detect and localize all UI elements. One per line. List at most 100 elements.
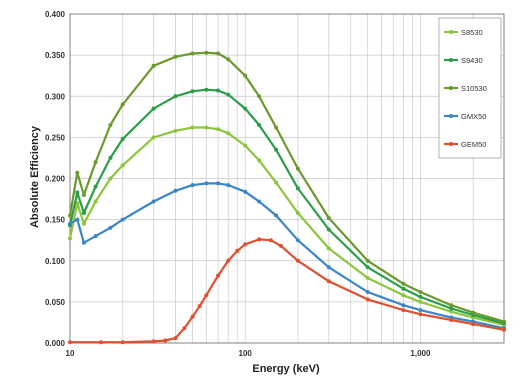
data-point: [226, 131, 231, 136]
data-point: [449, 306, 454, 311]
legend-marker: [449, 114, 453, 118]
legend-label: S9430: [461, 56, 483, 65]
series-s9430: [68, 87, 506, 326]
data-point: [326, 227, 331, 232]
series-gem50: [68, 237, 506, 345]
data-point: [365, 297, 370, 302]
legend-item: S8530: [444, 28, 483, 37]
data-point: [81, 193, 86, 197]
y-tick-label: 0.150: [45, 216, 66, 225]
legend-label: S8530: [461, 28, 483, 37]
y-tick-label: 0.200: [45, 175, 66, 184]
series-s10530: [68, 50, 506, 324]
series-s8530: [68, 125, 506, 327]
data-point: [68, 340, 72, 345]
data-point: [216, 88, 221, 93]
y-tick-label: 0.400: [45, 10, 66, 19]
data-point: [401, 308, 406, 313]
data-point: [216, 273, 221, 278]
data-point: [163, 338, 168, 343]
y-tick-label: 0.050: [45, 298, 66, 307]
data-point: [365, 258, 370, 263]
data-point: [190, 125, 195, 130]
data-point: [274, 213, 279, 218]
data-point: [204, 87, 209, 92]
y-tick-label: 0.350: [45, 51, 66, 60]
data-point: [257, 158, 262, 163]
data-point: [226, 57, 231, 62]
data-point: [204, 50, 209, 55]
data-point: [93, 184, 98, 189]
legend-item: GMX50: [444, 112, 486, 121]
legend-box: [438, 17, 502, 159]
data-point: [243, 106, 248, 111]
data-point: [243, 73, 248, 78]
data-point: [68, 221, 72, 226]
data-point: [226, 183, 231, 188]
data-point: [93, 234, 98, 239]
data-point: [401, 286, 406, 291]
data-point: [279, 243, 283, 248]
data-point: [418, 294, 423, 299]
data-point: [502, 327, 506, 332]
data-point: [93, 160, 98, 165]
data-point: [257, 237, 262, 242]
legend: S8530 S9430 S10530 GMX50 GEM50: [438, 17, 502, 159]
data-point: [295, 166, 300, 171]
data-point: [326, 265, 331, 270]
data-point: [108, 225, 113, 230]
data-point: [226, 258, 231, 263]
data-point: [449, 309, 454, 314]
data-point: [365, 265, 370, 270]
y-tick-label: 0.000: [45, 339, 66, 348]
data-point: [108, 176, 113, 181]
data-point: [108, 123, 113, 127]
data-point: [274, 125, 279, 130]
data-point: [418, 290, 423, 294]
data-point: [471, 322, 476, 327]
x-tick-label: 1,000: [410, 349, 431, 358]
data-point: [173, 336, 178, 341]
data-point: [68, 236, 72, 241]
legend-marker: [449, 30, 453, 34]
data-point: [98, 340, 103, 345]
data-point: [326, 279, 331, 284]
data-point: [120, 163, 125, 168]
data-point: [326, 246, 331, 251]
data-point: [151, 106, 156, 111]
data-point: [471, 310, 476, 315]
y-axis-ticks: 0.000 0.050 0.100 0.150 0.200 0.250 0.300 0.350…: [45, 10, 66, 348]
data-point: [75, 190, 80, 195]
data-point: [81, 221, 86, 226]
data-point: [108, 155, 113, 160]
data-point: [68, 213, 72, 218]
data-point: [120, 137, 125, 141]
legend-label: S10530: [461, 84, 487, 93]
data-point: [204, 181, 209, 186]
data-point: [204, 125, 209, 130]
data-point: [173, 94, 178, 99]
y-tick-label: 0.100: [45, 257, 66, 266]
data-point: [216, 127, 221, 132]
x-tick-label: 10: [66, 349, 75, 358]
data-point: [190, 51, 195, 56]
data-point: [418, 312, 423, 317]
data-point: [120, 340, 125, 345]
data-point: [81, 211, 86, 215]
data-point: [274, 147, 279, 152]
data-point: [449, 303, 454, 308]
legend-item: S9430: [444, 56, 483, 65]
data-point: [226, 92, 231, 97]
legend-marker: [449, 142, 453, 146]
data-point: [449, 318, 454, 322]
data-point: [257, 199, 262, 204]
data-point: [401, 293, 406, 298]
data-point: [326, 216, 331, 220]
data-point: [401, 303, 406, 308]
legend-marker: [449, 86, 453, 90]
data-point: [120, 217, 125, 222]
data-point: [295, 258, 300, 263]
data-point: [190, 89, 195, 94]
data-point: [204, 293, 209, 298]
